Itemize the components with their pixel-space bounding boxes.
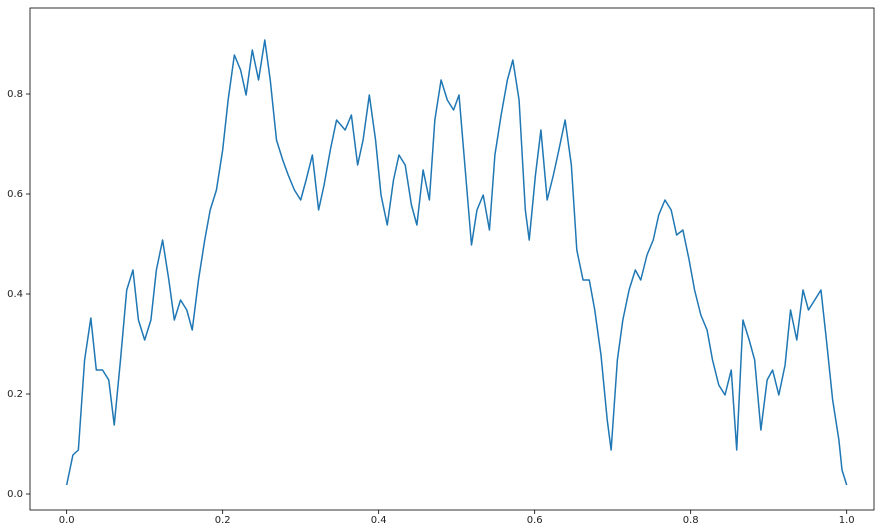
- x-tick-label: 1.0: [839, 515, 855, 524]
- x-tick-label: 0.8: [683, 515, 699, 524]
- x-tick-label: 0.6: [527, 515, 543, 524]
- x-tick-label: 0.2: [215, 515, 231, 524]
- axes-frame: [29, 7, 875, 511]
- y-tick-label: 0.0: [7, 489, 23, 500]
- line-series: [65, 39, 848, 486]
- y-tick-label: 0.4: [7, 289, 23, 300]
- x-tick-label: 0.0: [59, 515, 75, 524]
- x-tick-label: 0.4: [371, 515, 387, 524]
- y-tick-label: 0.6: [7, 189, 23, 200]
- y-tick-label: 0.2: [7, 389, 23, 400]
- y-tick-label: 0.8: [7, 89, 23, 100]
